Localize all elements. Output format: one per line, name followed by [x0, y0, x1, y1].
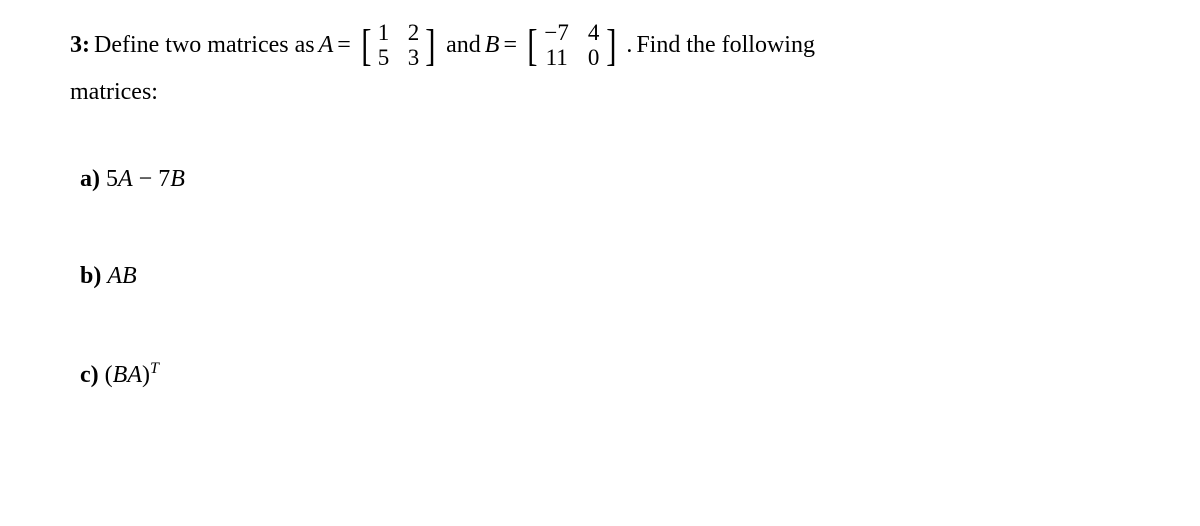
intro-text: Define two matrices as — [94, 26, 315, 64]
part-b-var2: B — [122, 263, 137, 289]
matrix-b: [ −7 4 11 0 ] — [525, 20, 618, 71]
part-c-var2: A — [127, 362, 142, 388]
part-a-label: a) — [80, 166, 100, 192]
bracket-right-icon: ] — [426, 28, 436, 63]
part-c-var1: B — [113, 362, 128, 388]
matrix-row: 11 0 — [542, 45, 602, 70]
matrix-row: 5 3 — [375, 45, 421, 70]
second-line-text: matrices: — [70, 79, 158, 105]
problem-number: 3: — [70, 26, 90, 64]
variable-b: B — [485, 26, 500, 64]
matrix-row: 1 2 — [375, 20, 421, 45]
part-c: c) (BA)T — [80, 360, 1130, 389]
matrix-cell: 0 — [586, 45, 602, 70]
variable-a: A — [319, 26, 334, 64]
matrix-a-content: 1 2 5 3 — [373, 20, 423, 71]
part-a-coef1: 5 — [106, 166, 118, 192]
matrix-b-content: −7 4 11 0 — [540, 20, 604, 71]
closing-text: Find the following — [636, 26, 815, 64]
part-b: b) AB — [80, 263, 1130, 290]
matrix-cell: 3 — [405, 45, 421, 70]
part-b-label: b) — [80, 263, 101, 289]
problem-statement-line2: matrices: — [70, 79, 1130, 106]
sub-items: a) 5A − 7B b) AB c) (BA)T — [70, 166, 1130, 389]
bracket-right-icon: ] — [606, 28, 616, 63]
matrix-cell: 1 — [375, 20, 391, 45]
bracket-left-icon: [ — [361, 28, 371, 63]
equals-sign: = — [503, 26, 517, 64]
part-a-minus: − 7 — [133, 166, 171, 192]
and-text: and — [446, 26, 481, 64]
part-a: a) 5A − 7B — [80, 166, 1130, 193]
matrix-cell: 5 — [375, 45, 391, 70]
matrix-a: [ 1 2 5 3 ] — [359, 20, 438, 71]
matrix-cell: 11 — [542, 45, 572, 70]
matrix-cell: −7 — [542, 20, 572, 45]
part-c-superscript: T — [150, 360, 159, 377]
problem-statement: 3: Define two matrices as A = [ 1 2 5 3 … — [70, 20, 1130, 71]
part-c-label: c) — [80, 362, 99, 388]
period: . — [626, 26, 632, 64]
matrix-row: −7 4 — [542, 20, 602, 45]
part-a-var2: B — [170, 166, 185, 192]
matrix-cell: 2 — [405, 20, 421, 45]
matrix-cell: 4 — [586, 20, 602, 45]
part-a-var1: A — [118, 166, 133, 192]
equals-sign: = — [337, 26, 351, 64]
part-c-close: ) — [142, 362, 150, 388]
bracket-left-icon: [ — [527, 28, 537, 63]
part-c-open: ( — [105, 362, 113, 388]
part-b-var1: A — [107, 263, 122, 289]
